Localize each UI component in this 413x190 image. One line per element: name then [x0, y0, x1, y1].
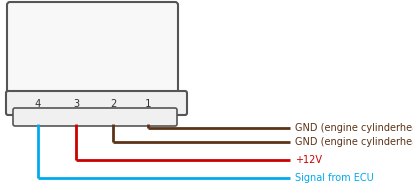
Text: GND (engine cylinderhead): GND (engine cylinderhead) — [294, 137, 413, 147]
Text: 2: 2 — [109, 99, 116, 109]
FancyBboxPatch shape — [7, 2, 178, 95]
Text: 3: 3 — [73, 99, 79, 109]
FancyBboxPatch shape — [6, 91, 187, 115]
FancyBboxPatch shape — [13, 108, 177, 126]
Text: 4: 4 — [35, 99, 41, 109]
Text: +12V: +12V — [294, 155, 321, 165]
Text: Signal from ECU: Signal from ECU — [294, 173, 373, 183]
Text: 1: 1 — [145, 99, 151, 109]
Text: GND (engine cylinderhead): GND (engine cylinderhead) — [294, 123, 413, 133]
